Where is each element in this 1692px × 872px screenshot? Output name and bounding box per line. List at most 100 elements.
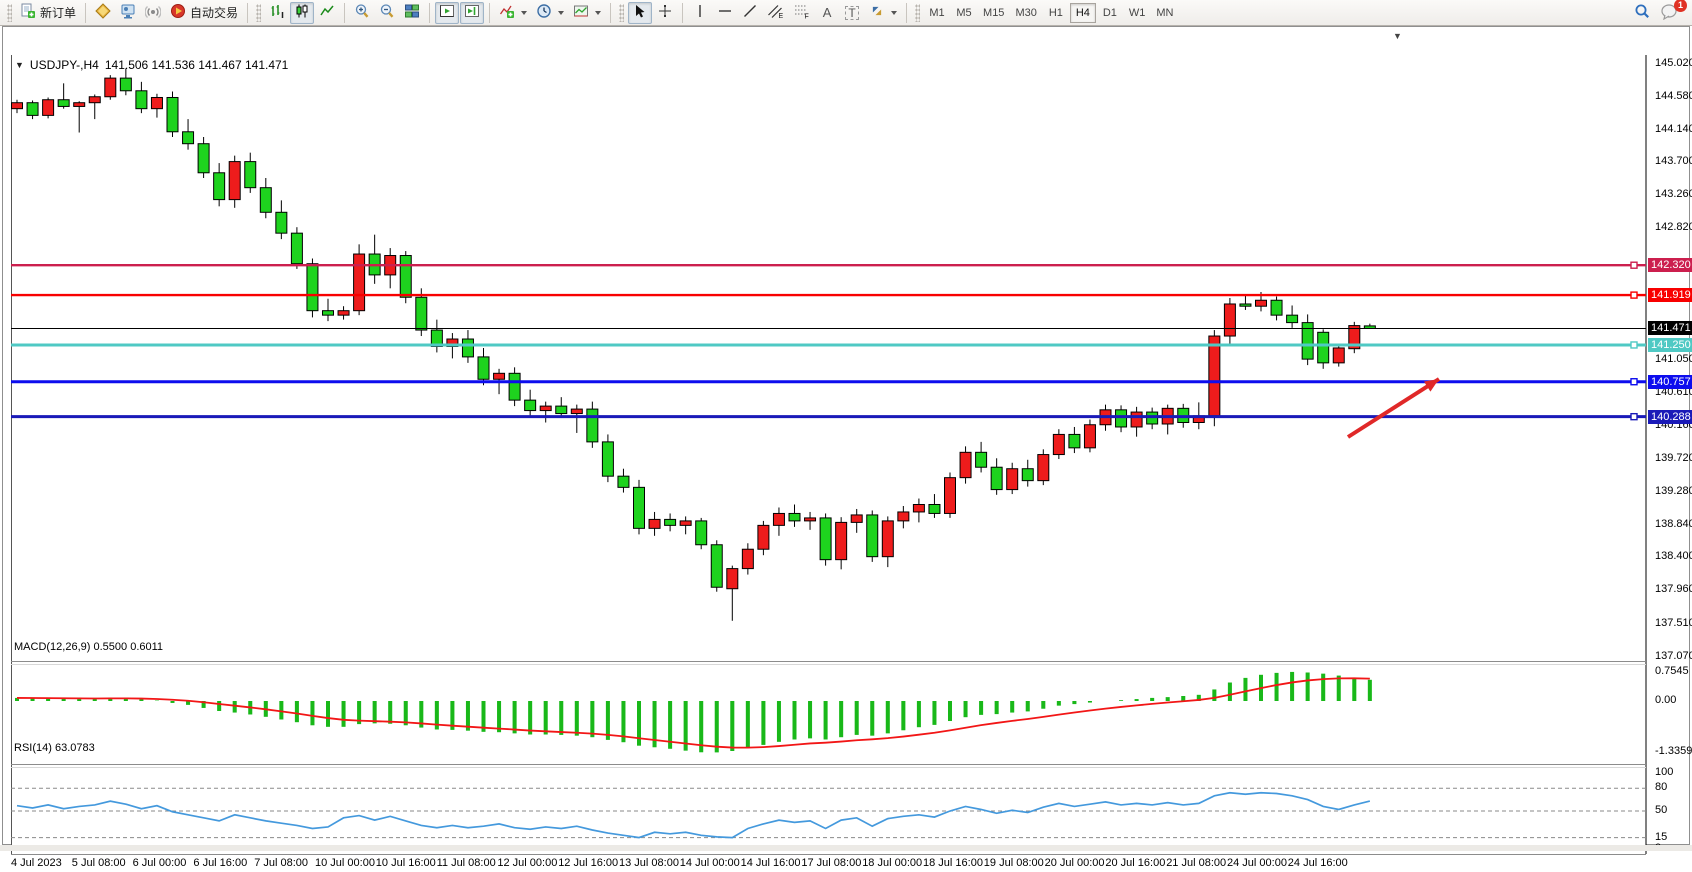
hline-handle-141.250[interactable] (1630, 341, 1638, 349)
time-label: 24 Jul 16:00 (1287, 857, 1348, 869)
price-label-140.288: 140.288 (1648, 409, 1692, 424)
candle (524, 389, 537, 417)
periods-caret[interactable] (558, 10, 565, 15)
macd-axis-tick: 0.00 (1655, 694, 1677, 706)
toolbar-grip[interactable] (915, 3, 921, 22)
text-label-tool-button[interactable]: T (840, 2, 864, 24)
candle (1130, 406, 1143, 437)
candle (1348, 321, 1361, 354)
price-tick: 145.020 (1655, 56, 1692, 69)
time-label: 4 Jul 2023 (11, 857, 62, 869)
svg-text:F: F (805, 14, 809, 20)
tile-windows-button[interactable] (400, 2, 424, 24)
algo-trading-label: 自动交易 (190, 6, 239, 20)
separator (906, 2, 908, 23)
price-label-140.757: 140.757 (1648, 374, 1692, 389)
candle (850, 508, 863, 533)
hline-handle-140.288[interactable] (1630, 412, 1638, 421)
equidistant-channel-tool-button[interactable]: E (763, 2, 788, 24)
candle (601, 434, 614, 483)
new-order-button[interactable]: 新订单 (16, 2, 80, 24)
trend-arrow[interactable] (1346, 377, 1441, 439)
chart-shift-marker[interactable]: ▼ (1393, 31, 1402, 41)
signals-button[interactable] (141, 2, 165, 24)
search-button[interactable] (1630, 2, 1655, 24)
trendline-tool-button[interactable] (738, 2, 762, 24)
one-click-collapse-icon[interactable]: ▼ (15, 60, 24, 70)
status-strip (0, 845, 1692, 851)
timeframe-mn[interactable]: MN (1151, 3, 1178, 23)
plot-background (11, 55, 1646, 854)
separator (429, 2, 431, 23)
timeframe-w1[interactable]: W1 (1124, 3, 1151, 23)
arrows-tool-caret[interactable] (891, 10, 898, 15)
candle (1286, 305, 1299, 328)
virtual-hosting-button[interactable] (116, 2, 140, 24)
arrows-tool-button[interactable] (865, 2, 901, 24)
time-axis[interactable]: 4 Jul 2023 5 Jul 08:00 6 Jul 00:00 6 Jul 16… (11, 856, 1651, 872)
zoom-in-button[interactable] (350, 2, 374, 24)
crosshair-tool-button[interactable] (653, 2, 677, 24)
chart-title: ▼ USDJPY-,H4 141.506 141.536 141.467 141… (15, 58, 288, 72)
chart-canvas[interactable] (11, 55, 1647, 855)
fibonacci-tool-button[interactable]: F (789, 2, 814, 24)
rsi-label: RSI(14) 63.0783 (14, 742, 95, 754)
zoom-out-button[interactable] (375, 2, 399, 24)
hosting-monitor-icon (120, 3, 136, 22)
cursor-tool-button[interactable] (628, 1, 653, 24)
template-icon (573, 3, 589, 22)
market-button[interactable] (91, 2, 115, 24)
candle (1052, 429, 1065, 460)
line-chart-button[interactable] (315, 2, 339, 24)
separator (85, 2, 87, 23)
candle (944, 472, 956, 518)
toolbar-grip[interactable] (7, 3, 12, 22)
horizontal-line-tool-button[interactable] (713, 2, 737, 24)
timeframe-h1[interactable]: H1 (1043, 3, 1069, 23)
hline-handle-140.757[interactable] (1630, 378, 1638, 386)
price-axis[interactable]: 145.020 144.580 144.140 143.700 143.260 142.8… (1648, 53, 1692, 854)
algo-trading-button[interactable]: 自动交易 (166, 2, 242, 24)
timeframe-d1[interactable]: D1 (1097, 3, 1123, 23)
templates-caret[interactable] (595, 10, 602, 15)
chart-shift-button[interactable] (460, 1, 485, 24)
timeframe-m1[interactable]: M1 (924, 3, 950, 23)
timeframe-toolbar: M1 M5 M15 M30 H1 H4 D1 W1 MN (924, 2, 1178, 23)
symbol-period-label: USDJPY-,H4 (29, 58, 99, 72)
price-label-141.919: 141.919 (1648, 288, 1692, 303)
trend-arrow-head[interactable] (1423, 379, 1439, 392)
auto-scroll-button[interactable] (435, 1, 460, 24)
time-label: 24 Jul 00:00 (1227, 857, 1287, 869)
hline-handle-141.919[interactable] (1630, 291, 1638, 299)
timeframe-m5[interactable]: M5 (951, 3, 977, 23)
separator (489, 2, 491, 23)
text-tool-button[interactable]: A (815, 2, 839, 24)
candle (1317, 329, 1330, 369)
time-label: 21 Jul 08:00 (1166, 857, 1227, 869)
indicators-caret[interactable] (521, 10, 528, 15)
candle (1270, 296, 1283, 321)
bar-chart-button[interactable] (265, 2, 289, 24)
notifications-button[interactable]: 1 (1656, 0, 1687, 24)
timeframe-m30[interactable]: M30 (1010, 3, 1041, 23)
price-tick: 142.820 (1655, 220, 1692, 233)
periods-button[interactable] (532, 2, 568, 24)
toolbar-grip[interactable] (256, 3, 262, 22)
clock-icon (536, 3, 552, 22)
indicators-button[interactable] (495, 2, 531, 24)
candle (508, 367, 521, 407)
candle (633, 479, 645, 535)
time-label: 14 Jul 16:00 (740, 857, 801, 869)
equidistant-channel-icon: E (767, 3, 784, 22)
timeframe-h4[interactable]: H4 (1069, 2, 1096, 23)
templates-button[interactable] (569, 2, 605, 24)
vertical-line-tool-button[interactable] (688, 2, 712, 24)
toolbar-grip[interactable] (619, 3, 625, 22)
hline-handle-142.320[interactable] (1630, 261, 1638, 269)
time-label: 18 Jul 00:00 (862, 857, 923, 869)
market-gold-icon (95, 3, 111, 22)
candlestick-chart-button[interactable] (290, 1, 315, 24)
timeframe-m15[interactable]: M15 (978, 3, 1009, 23)
horizontal-line-icon (717, 4, 733, 21)
price-tick: 144.140 (1655, 122, 1692, 135)
